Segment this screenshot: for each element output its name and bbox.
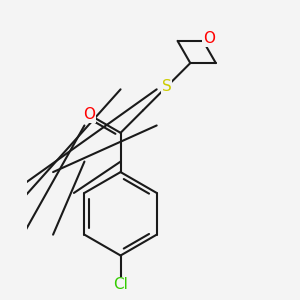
Text: O: O (83, 107, 95, 122)
Text: O: O (203, 31, 215, 46)
Text: S: S (162, 79, 172, 94)
Text: Cl: Cl (113, 278, 128, 292)
